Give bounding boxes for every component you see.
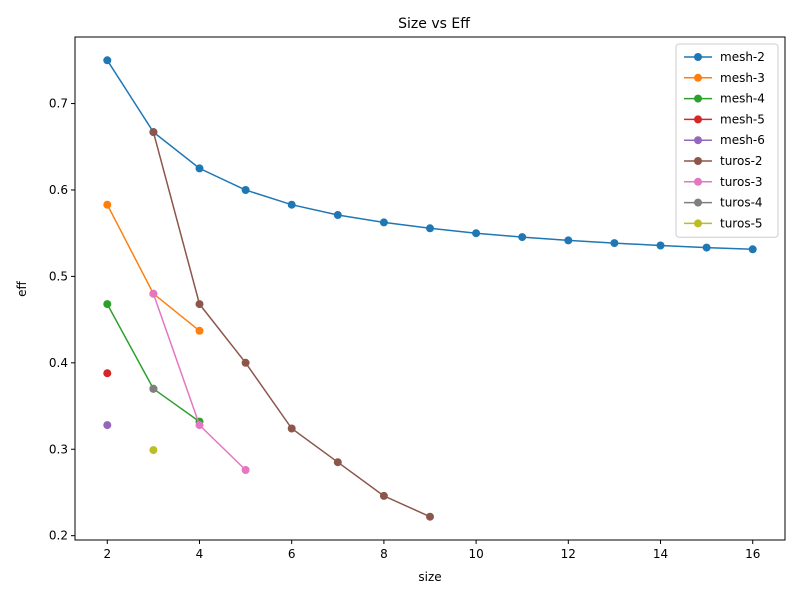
legend-entry-turos-5: turos-5 <box>684 216 763 230</box>
data-point-mesh-2-2 <box>195 164 204 173</box>
legend-label: turos-2 <box>720 154 763 168</box>
legend-label: mesh-2 <box>720 50 765 64</box>
y-tick-label: 0.2 <box>49 529 68 543</box>
data-point-mesh-2-3 <box>241 186 250 194</box>
x-tick-label: 4 <box>196 547 204 561</box>
y-tick-label: 0.6 <box>49 183 68 197</box>
data-point-turos-3-2 <box>241 466 250 474</box>
legend-entry-mesh-6: mesh-6 <box>684 133 765 147</box>
data-point-turos-2-0 <box>149 128 158 137</box>
legend-marker <box>694 136 702 145</box>
data-point-mesh-2-13 <box>702 243 711 252</box>
legend: mesh-2 mesh-3 mesh-4 mesh-5 mesh-6 turos-2 tur… <box>675 43 779 238</box>
legend-marker <box>694 157 702 165</box>
axes-layer: 2 4 6 8 10 12 14 16 0.2 0.3 0.4 0.5 0.6 0.7 <box>49 36 786 561</box>
data-point-turos-5-0 <box>149 446 158 455</box>
legend-entry-mesh-4: mesh-4 <box>684 92 765 106</box>
legend-box <box>675 43 779 238</box>
data-point-mesh-5-0 <box>103 369 112 378</box>
data-point-turos-2-3 <box>287 424 296 433</box>
x-tick-label: 16 <box>745 547 760 561</box>
legend-label: mesh-6 <box>720 133 765 147</box>
legend-entry-turos-2: turos-2 <box>684 154 763 168</box>
legend-label: mesh-3 <box>720 71 765 85</box>
x-tick-label: 2 <box>103 547 111 561</box>
data-point-mesh-2-5 <box>333 211 342 219</box>
legend-marker <box>694 94 702 103</box>
data-point-turos-2-6 <box>426 512 434 521</box>
data-point-mesh-2-9 <box>518 233 527 242</box>
y-axis-label: eff <box>15 280 29 296</box>
data-point-mesh-6-0 <box>103 421 112 430</box>
data-point-turos-2-1 <box>195 300 204 309</box>
legend-label: mesh-4 <box>720 92 765 106</box>
data-point-mesh-2-7 <box>426 224 434 233</box>
series-turos-4 <box>149 384 158 393</box>
data-point-mesh-4-0 <box>103 300 112 309</box>
data-point-turos-3-1 <box>195 421 204 430</box>
y-tick-label: 0.4 <box>49 356 68 370</box>
series-mesh-5 <box>103 369 112 378</box>
series-turos-2 <box>149 128 434 521</box>
data-point-turos-2-4 <box>333 458 342 467</box>
legend-label: turos-4 <box>720 196 763 210</box>
legend-marker <box>694 73 702 82</box>
data-point-mesh-2-6 <box>379 218 388 227</box>
data-point-mesh-2-4 <box>287 200 296 209</box>
y-tick-label: 0.7 <box>49 97 68 111</box>
chart-title: Size vs Eff <box>398 16 470 32</box>
series-turos-3 <box>149 289 250 474</box>
legend-entry-turos-4: turos-4 <box>684 196 763 210</box>
legend-marker <box>694 177 702 186</box>
x-tick-label: 12 <box>561 547 576 561</box>
legend-marker <box>694 198 702 207</box>
legend-entry-turos-3: turos-3 <box>684 175 763 189</box>
legend-entry-mesh-2: mesh-2 <box>684 50 765 64</box>
data-point-mesh-3-0 <box>103 200 112 209</box>
data-point-mesh-2-12 <box>656 241 665 250</box>
data-point-mesh-2-10 <box>564 236 573 245</box>
x-tick-label: 10 <box>468 547 483 561</box>
data-point-turos-3-0 <box>149 289 158 298</box>
data-point-mesh-2-0 <box>103 56 112 65</box>
x-tick-label: 8 <box>380 547 388 561</box>
data-point-turos-2-2 <box>241 358 250 367</box>
legend-marker <box>694 219 702 228</box>
plot-area <box>75 37 785 540</box>
legend-entry-mesh-3: mesh-3 <box>684 71 765 85</box>
series-mesh-2 <box>103 56 757 254</box>
x-tick-label: 6 <box>288 547 296 561</box>
data-point-mesh-2-8 <box>472 229 481 238</box>
series-mesh-6 <box>103 421 112 430</box>
legend-marker <box>694 53 702 61</box>
x-tick-label: 14 <box>653 547 668 561</box>
legend-entry-mesh-5: mesh-5 <box>684 112 765 126</box>
legend-label: turos-5 <box>720 216 763 230</box>
series-layer <box>103 56 757 521</box>
data-point-turos-2-5 <box>379 491 388 500</box>
series-turos-5 <box>149 446 158 455</box>
legend-label: turos-3 <box>720 175 763 189</box>
legend-label: mesh-5 <box>720 112 765 126</box>
y-tick-label: 0.3 <box>49 442 68 456</box>
data-point-mesh-2-14 <box>748 245 757 254</box>
data-point-mesh-3-2 <box>195 326 204 335</box>
y-tick-label: 0.5 <box>49 269 68 283</box>
data-point-turos-4-0 <box>149 384 158 393</box>
data-point-mesh-2-11 <box>610 239 619 248</box>
legend-marker <box>694 115 702 124</box>
x-axis-label: size <box>418 570 441 584</box>
plot-frame <box>74 36 786 541</box>
